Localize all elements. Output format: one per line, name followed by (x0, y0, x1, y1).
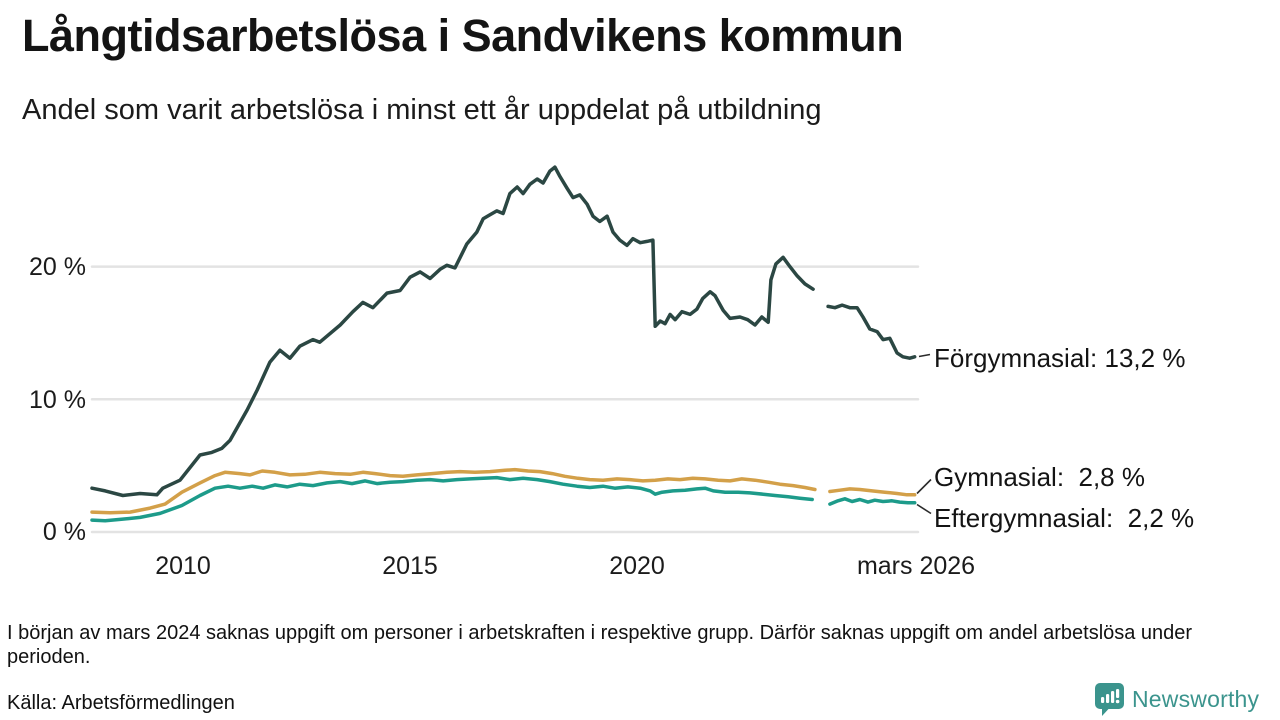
x-tick-mars-2026: mars 2026 (856, 552, 976, 580)
connector-eftergymnasial (916, 503, 932, 515)
series-line-förgymnasial (90, 165, 917, 498)
x-tick-2015: 2015 (382, 552, 438, 580)
x-tick-2010: 2010 (155, 552, 211, 580)
branding: Newsworthy (1094, 681, 1264, 717)
x-tick-2020: 2020 (609, 552, 665, 580)
series-label-forgymnasial: Förgymnasial: 13,2 % (934, 343, 1186, 373)
newsworthy-logo-icon (1095, 682, 1124, 716)
gridlines (90, 265, 920, 534)
connector-forgymnasial (918, 353, 931, 358)
footnote: I början av mars 2024 saknas uppgift om … (7, 622, 1193, 668)
series-line-gymnasial (90, 467, 917, 515)
page-subtitle: Andel som varit arbetslösa i minst ett å… (22, 94, 822, 126)
series-label-eftergymnasial: Eftergymnasial: 2,2 % (934, 503, 1195, 533)
page-title: Långtidsarbetslösa i Sandvikens kommun (22, 10, 904, 61)
y-tick-0: 0 % (42, 518, 86, 546)
source-attribution: Källa: Arbetsförmedlingen (7, 692, 235, 714)
branding-name: Newsworthy (1132, 685, 1260, 712)
series-line-eftergymnasial (90, 475, 917, 523)
label-connectors (916, 353, 932, 515)
series-label-gymnasial: Gymnasial: 2,8 % (934, 462, 1145, 492)
y-tick-20: 20 % (29, 253, 86, 281)
y-tick-10: 10 % (29, 386, 86, 414)
connector-gymnasial (916, 478, 932, 495)
